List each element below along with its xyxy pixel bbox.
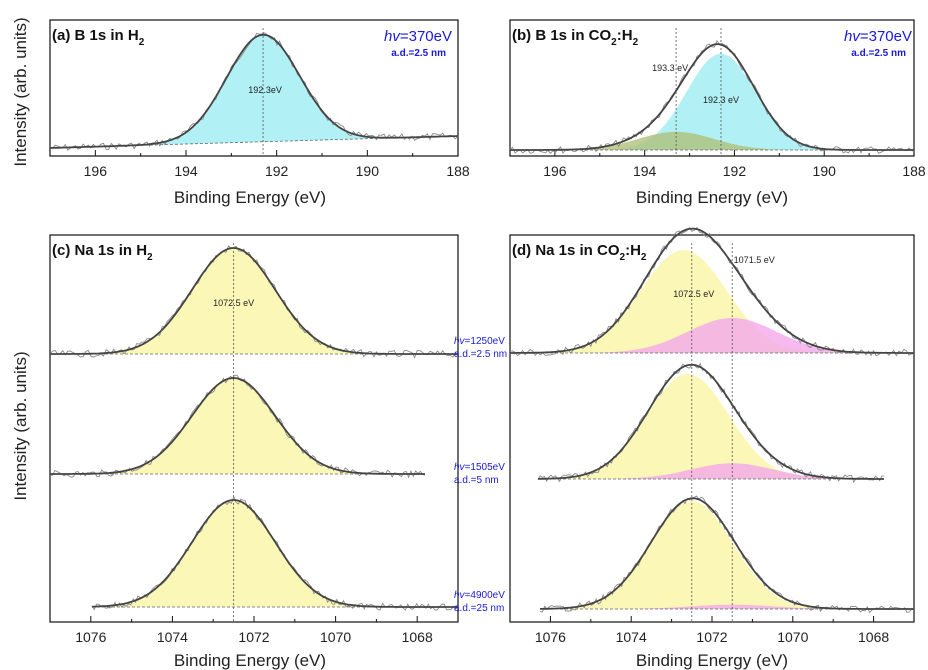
panel-d-component-1-area <box>510 250 914 353</box>
panel-a-tick-label: 188 <box>446 163 470 179</box>
panel-c-fit-envelope <box>50 247 458 355</box>
panel-a-component-1-area <box>50 34 458 148</box>
panel-c-tick-label: 1074 <box>157 629 188 645</box>
panel-c-tick-label: 1070 <box>320 629 351 645</box>
panel-b-tick-label: 188 <box>902 163 926 179</box>
panel-b-fit-envelope <box>510 43 914 151</box>
panel-b-component-1-area <box>510 53 914 150</box>
panel-c-tick-label: 1076 <box>75 629 106 645</box>
middle-ad-2: a.d.=5 nm <box>454 475 499 486</box>
panel-b-frame <box>509 19 915 157</box>
panel-a-fit-envelope <box>49 33 459 149</box>
panel-c-xlabel: Binding Energy (eV) <box>174 651 326 670</box>
panel-b-ad: a.d.=2.5 nm <box>851 48 906 59</box>
middle-hv-2: hv=1505eV <box>454 462 505 473</box>
panel-b-tick-label: 196 <box>543 163 567 179</box>
panel-a-title: (a) B 1s in H2 <box>52 27 145 48</box>
panel-b-hv: hv=370eV <box>844 28 912 45</box>
panel-d-tick-label: 1070 <box>777 629 808 645</box>
y-axis-label-top: Intensity (arb. units) <box>11 17 30 166</box>
panel-b-xlabel: Binding Energy (eV) <box>636 188 788 207</box>
panel-a-peak-label: 192.3eV <box>248 85 282 95</box>
panel-a-tick-label: 190 <box>356 163 380 179</box>
middle-hv-1: hv=1250eV <box>454 336 505 347</box>
panel-d-component-1-area <box>538 374 884 479</box>
panel-a-tick-label: 192 <box>265 163 289 179</box>
panel-a-ad: a.d.=2.5 nm <box>391 48 446 59</box>
panel-c-tick-label: 1072 <box>238 629 269 645</box>
panel-d-title: (d) Na 1s in CO2:H2 <box>512 242 647 263</box>
panel-b-tick-label: 190 <box>813 163 837 179</box>
panel-b-component-2-area <box>510 131 914 150</box>
panel-d-tick-label: 1072 <box>696 629 727 645</box>
panel-d-tick-label: 1074 <box>616 629 647 645</box>
panel-c-title: (c) Na 1s in H2 <box>52 242 153 263</box>
panel-d-fit-envelope <box>537 363 884 480</box>
panel-c-component-1-area <box>50 248 458 354</box>
panel-d-component-2-area <box>538 463 884 479</box>
panel-b-tick-label: 192 <box>723 163 747 179</box>
panel-d-peak-label: 1071.5 eV <box>734 255 775 265</box>
middle-ad-3: a.d.=25 nm <box>454 603 504 614</box>
panel-d-component-2-area <box>540 604 914 609</box>
panel-d-fit-envelope <box>540 497 914 610</box>
panel-d: 1076 1074 1072 1070 1068 1072.5 eV 1071.5 eV <box>509 226 915 645</box>
y-axis-label-bottom: Intensity (arb. units) <box>11 351 30 500</box>
middle-hv-3: hv=4900eV <box>454 590 505 601</box>
panel-a-hv: hv=370eV <box>384 28 452 45</box>
middle-ad-1: a.d.=2.5 nm <box>454 349 507 360</box>
panel-d-component-2-area <box>510 318 914 353</box>
panel-c-tick-label: 1068 <box>402 629 433 645</box>
panel-c-peak-label: 1072.5 eV <box>213 298 254 308</box>
panel-b-peak-label: 192.3 eV <box>703 95 739 105</box>
panel-b-title: (b) B 1s in CO2:H2 <box>512 27 639 48</box>
panel-c-fit-envelope <box>50 377 425 475</box>
panel-d-fit-envelope <box>510 227 914 354</box>
panel-a-frame <box>49 19 459 157</box>
panel-d-component-1-area <box>540 501 914 609</box>
panel-c-component-1-area <box>50 378 425 474</box>
panel-a-tick-label: 196 <box>84 163 108 179</box>
panel-b: 196 194 192 190 188 193.3 eV 192.3 eV <box>509 19 926 179</box>
panel-a-tick-label: 194 <box>174 163 198 179</box>
panel-d-tick-label: 1076 <box>535 629 566 645</box>
panel-c-component-1-area <box>92 500 458 607</box>
panel-d-peak-label: 1072.5 eV <box>673 289 714 299</box>
panel-b-tick-label: 194 <box>633 163 657 179</box>
panel-c-fit-envelope <box>91 499 458 608</box>
panel-d-raw-spectrum <box>509 226 915 357</box>
panel-a: 196 194 192 190 188 192.3eV <box>49 19 470 179</box>
panel-d-tick-label: 1068 <box>858 629 889 645</box>
panel-b-peak-label: 193.3 eV <box>652 63 688 73</box>
panel-c: 1076 1074 1072 1070 1068 1072.5 eV <box>49 234 459 645</box>
panel-d-xlabel: Binding Energy (eV) <box>636 651 788 670</box>
panel-a-xlabel: Binding Energy (eV) <box>174 188 326 207</box>
